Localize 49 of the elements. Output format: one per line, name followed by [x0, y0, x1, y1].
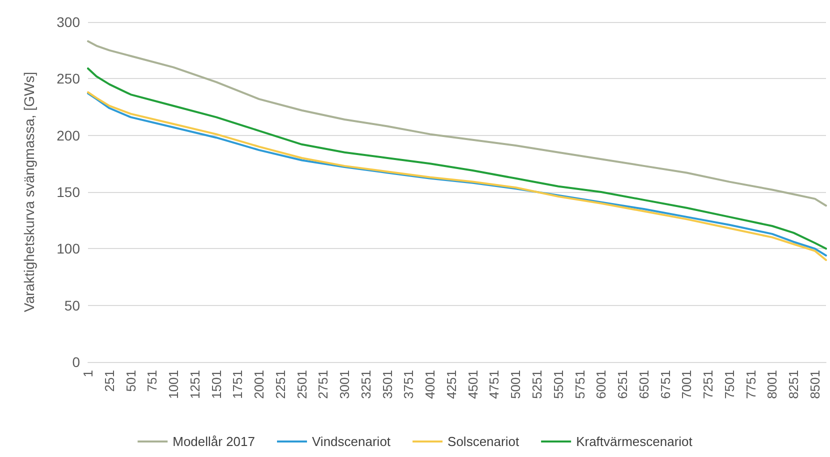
x-tick-label: 4251	[444, 370, 459, 399]
x-tick-label: 2251	[272, 370, 288, 399]
x-tick-label: 7751	[743, 370, 758, 399]
y-tick-label: 200	[56, 127, 80, 144]
x-tick-label: 1	[80, 370, 96, 378]
x-tick-label: 7501	[722, 370, 737, 399]
legend-label: Modellår 2017	[172, 434, 255, 449]
x-tick-label: 1501	[208, 370, 224, 399]
x-tick-label: 3001	[337, 370, 352, 399]
x-tick-label: 2001	[252, 370, 267, 399]
legend-label: Kraftvärmescenariot	[576, 434, 693, 449]
x-tick-label: 3501	[380, 370, 395, 399]
x-tick-label: 4501	[465, 370, 480, 399]
x-tick-label: 6751	[658, 370, 673, 399]
x-tick-label: 5001	[508, 370, 524, 399]
x-tick-label: 2501	[294, 370, 310, 399]
x-tick-label: 8501	[807, 370, 822, 399]
x-tick-label: 5751	[572, 370, 588, 399]
x-tick-label: 5501	[550, 370, 566, 399]
x-tick-label: 8251	[786, 370, 802, 399]
legend-label: Vindscenariot	[312, 434, 391, 449]
line-series	[87, 40, 827, 207]
x-tick-label: 5251	[530, 370, 545, 399]
line-series	[87, 67, 827, 250]
y-tick-label: 50	[64, 297, 80, 314]
x-tick-label: 4001	[422, 370, 438, 399]
x-tick-label: 3751	[401, 370, 416, 399]
y-tick-label: 100	[56, 240, 80, 257]
y-tick-label: 150	[56, 184, 80, 200]
y-tick-label: 300	[56, 14, 80, 30]
x-tick-label: 6001	[594, 370, 609, 399]
x-tick-label: 6251	[615, 370, 630, 399]
x-tick-label: 3251	[358, 370, 374, 399]
x-tick-label: 1751	[230, 370, 246, 399]
x-tick-label: 501	[123, 370, 138, 392]
x-tick-label: 4751	[486, 370, 502, 399]
x-tick-label: 251	[102, 370, 117, 392]
x-tick-label: 2751	[316, 370, 331, 399]
x-tick-label: 8001	[764, 370, 780, 399]
x-tick-label: 7251	[700, 370, 716, 399]
y-tick-label: 250	[56, 70, 80, 87]
x-tick-label: 6501	[636, 370, 652, 399]
y-tick-label: 0	[72, 354, 80, 370]
x-tick-label: 1001	[166, 370, 182, 399]
x-tick-label: 751	[144, 370, 160, 392]
legend-label: Solscenariot	[448, 434, 520, 449]
y-axis-title: Varaktighetskurva svängmassa, [GWs]	[21, 72, 37, 312]
x-tick-label: 1251	[187, 370, 202, 399]
x-tick-label: 7001	[679, 370, 694, 399]
